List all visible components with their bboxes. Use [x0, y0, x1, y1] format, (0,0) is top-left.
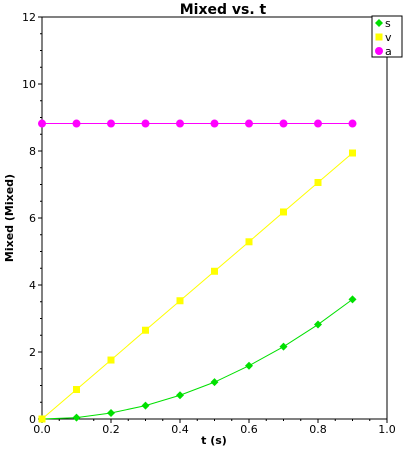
- series-v: [38, 149, 356, 423]
- data-point-a: [38, 119, 46, 128]
- data-point-a: [279, 119, 288, 128]
- y-tick-label: 10: [22, 78, 36, 91]
- data-point-s: [245, 361, 253, 370]
- legend: sva: [371, 15, 403, 58]
- axis-ticks: 0 2 4 6 8 10 12 0.0 0.2 0.4 0.6 0.8 1.0: [22, 11, 396, 436]
- series-a: [38, 119, 357, 128]
- data-point-v: [349, 149, 356, 157]
- data-point-v: [211, 267, 218, 275]
- series-s: [38, 295, 357, 423]
- data-point-s: [107, 408, 115, 417]
- data-point-s: [348, 295, 357, 304]
- data-point-v: [314, 178, 322, 186]
- data-point-s: [141, 401, 150, 410]
- series-line-v: [41, 152, 353, 420]
- data-point-v: [107, 356, 115, 364]
- y-tick-label: 12: [22, 11, 36, 24]
- data-point-s: [279, 342, 288, 351]
- series-layer: [38, 119, 357, 423]
- data-point-v: [38, 415, 46, 423]
- data-point-a: [348, 119, 357, 128]
- y-tick-label: 4: [29, 279, 36, 292]
- x-tick-label: 0.8: [309, 423, 327, 436]
- data-point-a: [176, 119, 184, 128]
- data-point-v: [176, 297, 184, 305]
- y-axis-label: Mixed (Mixed): [3, 174, 16, 262]
- plot-area: [41, 16, 388, 420]
- legend-label-a: a: [385, 45, 392, 58]
- data-point-v: [142, 326, 149, 334]
- x-tick-label: 0.6: [240, 423, 258, 436]
- x-tick-label: 0.0: [33, 423, 51, 436]
- data-point-s: [210, 378, 219, 387]
- y-tick-label: 0: [29, 413, 36, 426]
- x-tick-label: 0.4: [171, 423, 189, 436]
- data-point-a: [72, 119, 81, 128]
- data-point-s: [176, 391, 184, 400]
- legend-marker-s: [375, 19, 383, 27]
- x-axis-label: t (s): [201, 434, 227, 447]
- series-line-s: [41, 299, 353, 420]
- data-point-a: [107, 119, 115, 128]
- data-point-v: [73, 386, 80, 394]
- chart-title: Mixed vs. t: [180, 2, 267, 18]
- legend-label-v: v: [385, 31, 392, 44]
- x-tick-label: 1.0: [378, 423, 396, 436]
- data-point-s: [314, 320, 322, 329]
- data-point-a: [210, 119, 219, 128]
- y-tick-label: 2: [29, 346, 36, 359]
- data-point-v: [280, 208, 287, 216]
- data-point-a: [245, 119, 253, 128]
- legend-label-s: s: [385, 17, 391, 30]
- legend-marker-a: [375, 47, 383, 55]
- legend-marker-v: [375, 33, 383, 41]
- data-point-s: [72, 413, 81, 422]
- data-point-v: [245, 238, 253, 246]
- y-tick-label: 6: [29, 212, 36, 225]
- y-tick-label: 8: [29, 145, 36, 158]
- data-point-a: [314, 119, 322, 128]
- data-point-a: [141, 119, 150, 128]
- x-tick-label: 0.2: [102, 423, 120, 436]
